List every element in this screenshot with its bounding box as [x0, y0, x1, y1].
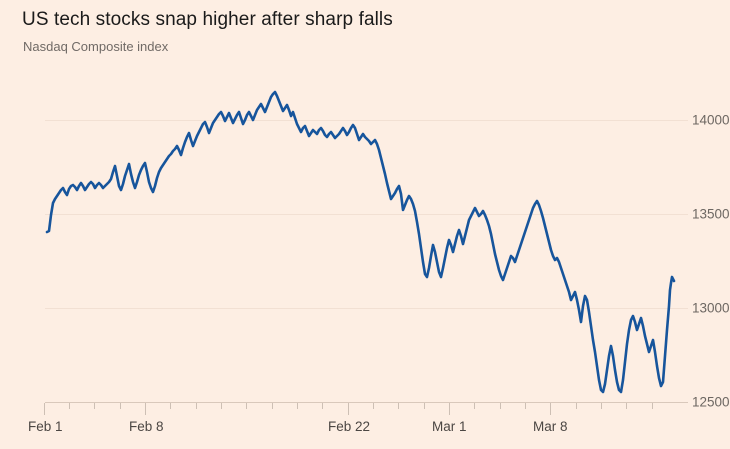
chart-title: US tech stocks snap higher after sharp f…: [22, 9, 393, 30]
x-axis-label-mar-1: Mar 1: [432, 419, 467, 434]
y-axis-label-13500: 13500: [692, 206, 730, 222]
y-axis-label-14000: 14000: [692, 112, 730, 128]
x-axis-label-feb-8: Feb 8: [129, 419, 164, 434]
y-axis-label-12500: 12500: [692, 394, 730, 410]
price-line: [45, 90, 676, 394]
x-axis-ticks: [44, 403, 653, 415]
chart-subtitle: Nasdaq Composite index: [23, 39, 169, 54]
gridlines: [45, 120, 688, 403]
y-axis-label-13000: 13000: [692, 300, 730, 316]
x-axis-label-feb-1: Feb 1: [28, 419, 63, 434]
x-axis-label-feb-22: Feb 22: [328, 419, 371, 434]
x-axis-label-mar-8: Mar 8: [533, 419, 568, 434]
